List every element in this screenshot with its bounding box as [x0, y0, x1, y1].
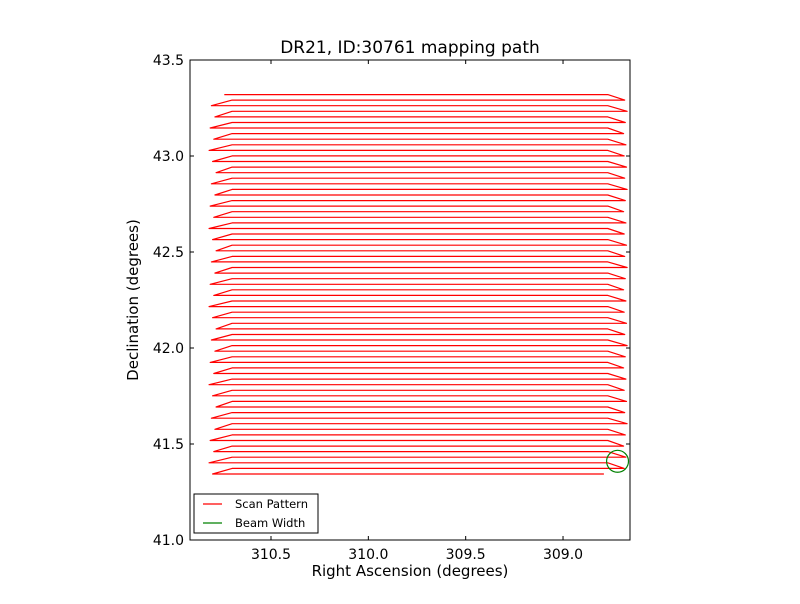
y-axis: 41.0 41.5 42.0 42.5 43.0 43.5 [153, 53, 630, 549]
x-axis: 310.5 310.0 309.5 309.0 [251, 60, 583, 563]
scan-pattern-series [208, 94, 628, 475]
scan-pattern-line [208, 94, 628, 475]
x-tick-label: 309.0 [543, 547, 583, 563]
plot-frame [189, 59, 631, 541]
y-tick-label: 41.0 [153, 533, 184, 549]
legend-scan-pattern-label: Scan Pattern [235, 497, 308, 511]
x-tick-label: 310.5 [251, 547, 291, 563]
legend-beam-width-label: Beam Width [235, 516, 305, 530]
y-axis-label: Declination (degrees) [124, 219, 142, 381]
x-tick-label: 310.0 [348, 547, 388, 563]
x-axis-label: Right Ascension (degrees) [312, 562, 509, 580]
x-tick-label: 309.5 [446, 547, 486, 563]
y-tick-label: 43.0 [153, 149, 184, 165]
y-tick-label: 42.5 [153, 245, 184, 261]
chart-title: DR21, ID:30761 mapping path [280, 38, 540, 58]
y-tick-label: 43.5 [153, 53, 184, 69]
legend: Scan Pattern Beam Width [193, 493, 319, 534]
y-tick-label: 42.0 [153, 341, 184, 357]
plot-background [190, 60, 630, 540]
beam-width-circle [605, 449, 630, 473]
plot-area [189, 59, 631, 541]
y-tick-label: 41.5 [153, 437, 184, 453]
legend-box [193, 493, 319, 534]
